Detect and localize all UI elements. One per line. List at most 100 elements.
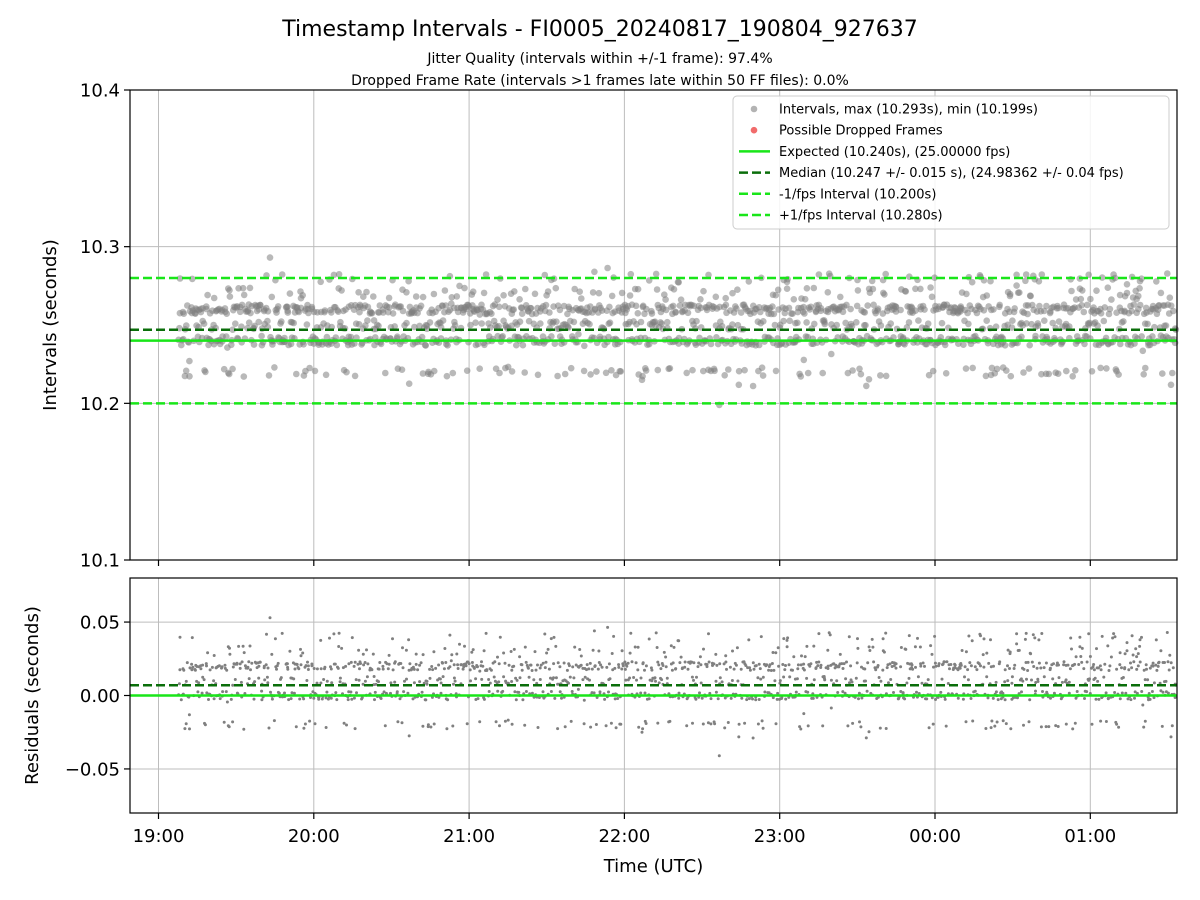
interval-point [448,294,456,301]
residual-point [322,678,326,681]
interval-point [418,333,426,341]
residual-point [1138,644,1142,648]
residual-point [784,697,788,701]
interval-point [223,333,230,340]
interval-point [1097,310,1105,317]
residual-point [700,696,704,700]
residual-point [728,665,732,669]
residual-point [543,632,547,636]
residual-point [1118,663,1122,667]
residual-point [692,661,696,665]
residual-point [1010,681,1014,685]
residual-point [961,697,965,701]
residual-point [1156,664,1160,668]
residual-point [377,680,380,684]
interval-point [546,309,553,316]
residual-point [671,661,675,665]
interval-point [300,341,307,348]
residual-point [462,665,466,669]
residual-point [1052,662,1055,666]
residual-point [774,651,778,655]
interval-point [902,288,910,295]
interval-point [733,305,740,312]
interval-point [494,296,501,304]
residual-point [636,668,640,672]
residual-point [888,662,892,666]
interval-point [604,264,611,272]
residual-point [1015,642,1019,646]
interval-point [960,341,967,349]
interval-point [500,292,507,299]
interval-point [632,302,640,310]
residual-point [272,719,276,723]
interval-point [256,301,264,309]
interval-point [804,333,811,341]
residual-point [456,667,460,670]
residual-point [740,696,744,700]
residual-point [340,646,344,650]
residual-point [1097,666,1100,670]
residual-point [478,720,482,724]
residual-point [448,633,452,637]
residual-point [273,637,277,641]
residual-point [1042,666,1046,670]
residual-point [1166,691,1170,695]
interval-point [561,370,569,378]
residual-point [603,697,607,701]
interval-point [580,367,588,375]
residual-point [583,675,587,679]
residual-point [1136,664,1140,668]
residual-point [730,679,734,682]
interval-point [278,271,286,278]
residual-point [240,660,244,664]
residual-point [418,680,422,684]
interval-point [928,293,936,301]
interval-point [1045,370,1053,378]
residual-point [699,663,703,667]
interval-point [1123,289,1131,297]
residual-point [1013,663,1017,667]
residual-point [731,649,734,653]
interval-point [567,364,575,372]
interval-point [931,274,938,282]
residual-point [973,665,977,669]
residual-point [1113,635,1117,639]
interval-point [1104,284,1112,292]
residual-point [352,664,356,668]
residual-point [287,698,291,702]
intervals-y-axis-label: Intervals (seconds) [40,239,61,411]
residual-point [552,662,556,666]
residual-point [1135,655,1139,659]
residual-point [308,719,312,723]
interval-point [518,310,526,318]
residual-point [387,653,391,657]
residuals-y-tick-label: 0.05 [80,613,120,634]
residual-point [357,678,361,682]
residual-point [686,667,690,671]
residual-point [616,697,620,700]
residual-point [403,679,406,683]
residual-point [590,667,594,671]
interval-point [847,305,854,313]
residual-point [1145,667,1148,671]
interval-point [1085,271,1092,279]
interval-point [351,372,359,380]
residual-point [629,631,633,635]
residual-point [623,667,627,671]
residual-point [850,680,854,684]
interval-point [990,306,997,313]
intervals-y-tick-label: 10.3 [80,237,120,258]
interval-point [834,334,841,341]
interval-point [1079,287,1086,294]
residual-point [399,662,403,665]
residual-point [299,663,303,667]
residual-point [488,681,492,685]
residual-point [1155,668,1159,672]
residual-point [400,721,404,725]
interval-point [1072,296,1080,303]
interval-point [785,304,793,312]
residual-point [656,721,660,725]
residual-point [440,661,444,664]
residual-point [691,721,694,725]
residual-point [217,664,221,668]
